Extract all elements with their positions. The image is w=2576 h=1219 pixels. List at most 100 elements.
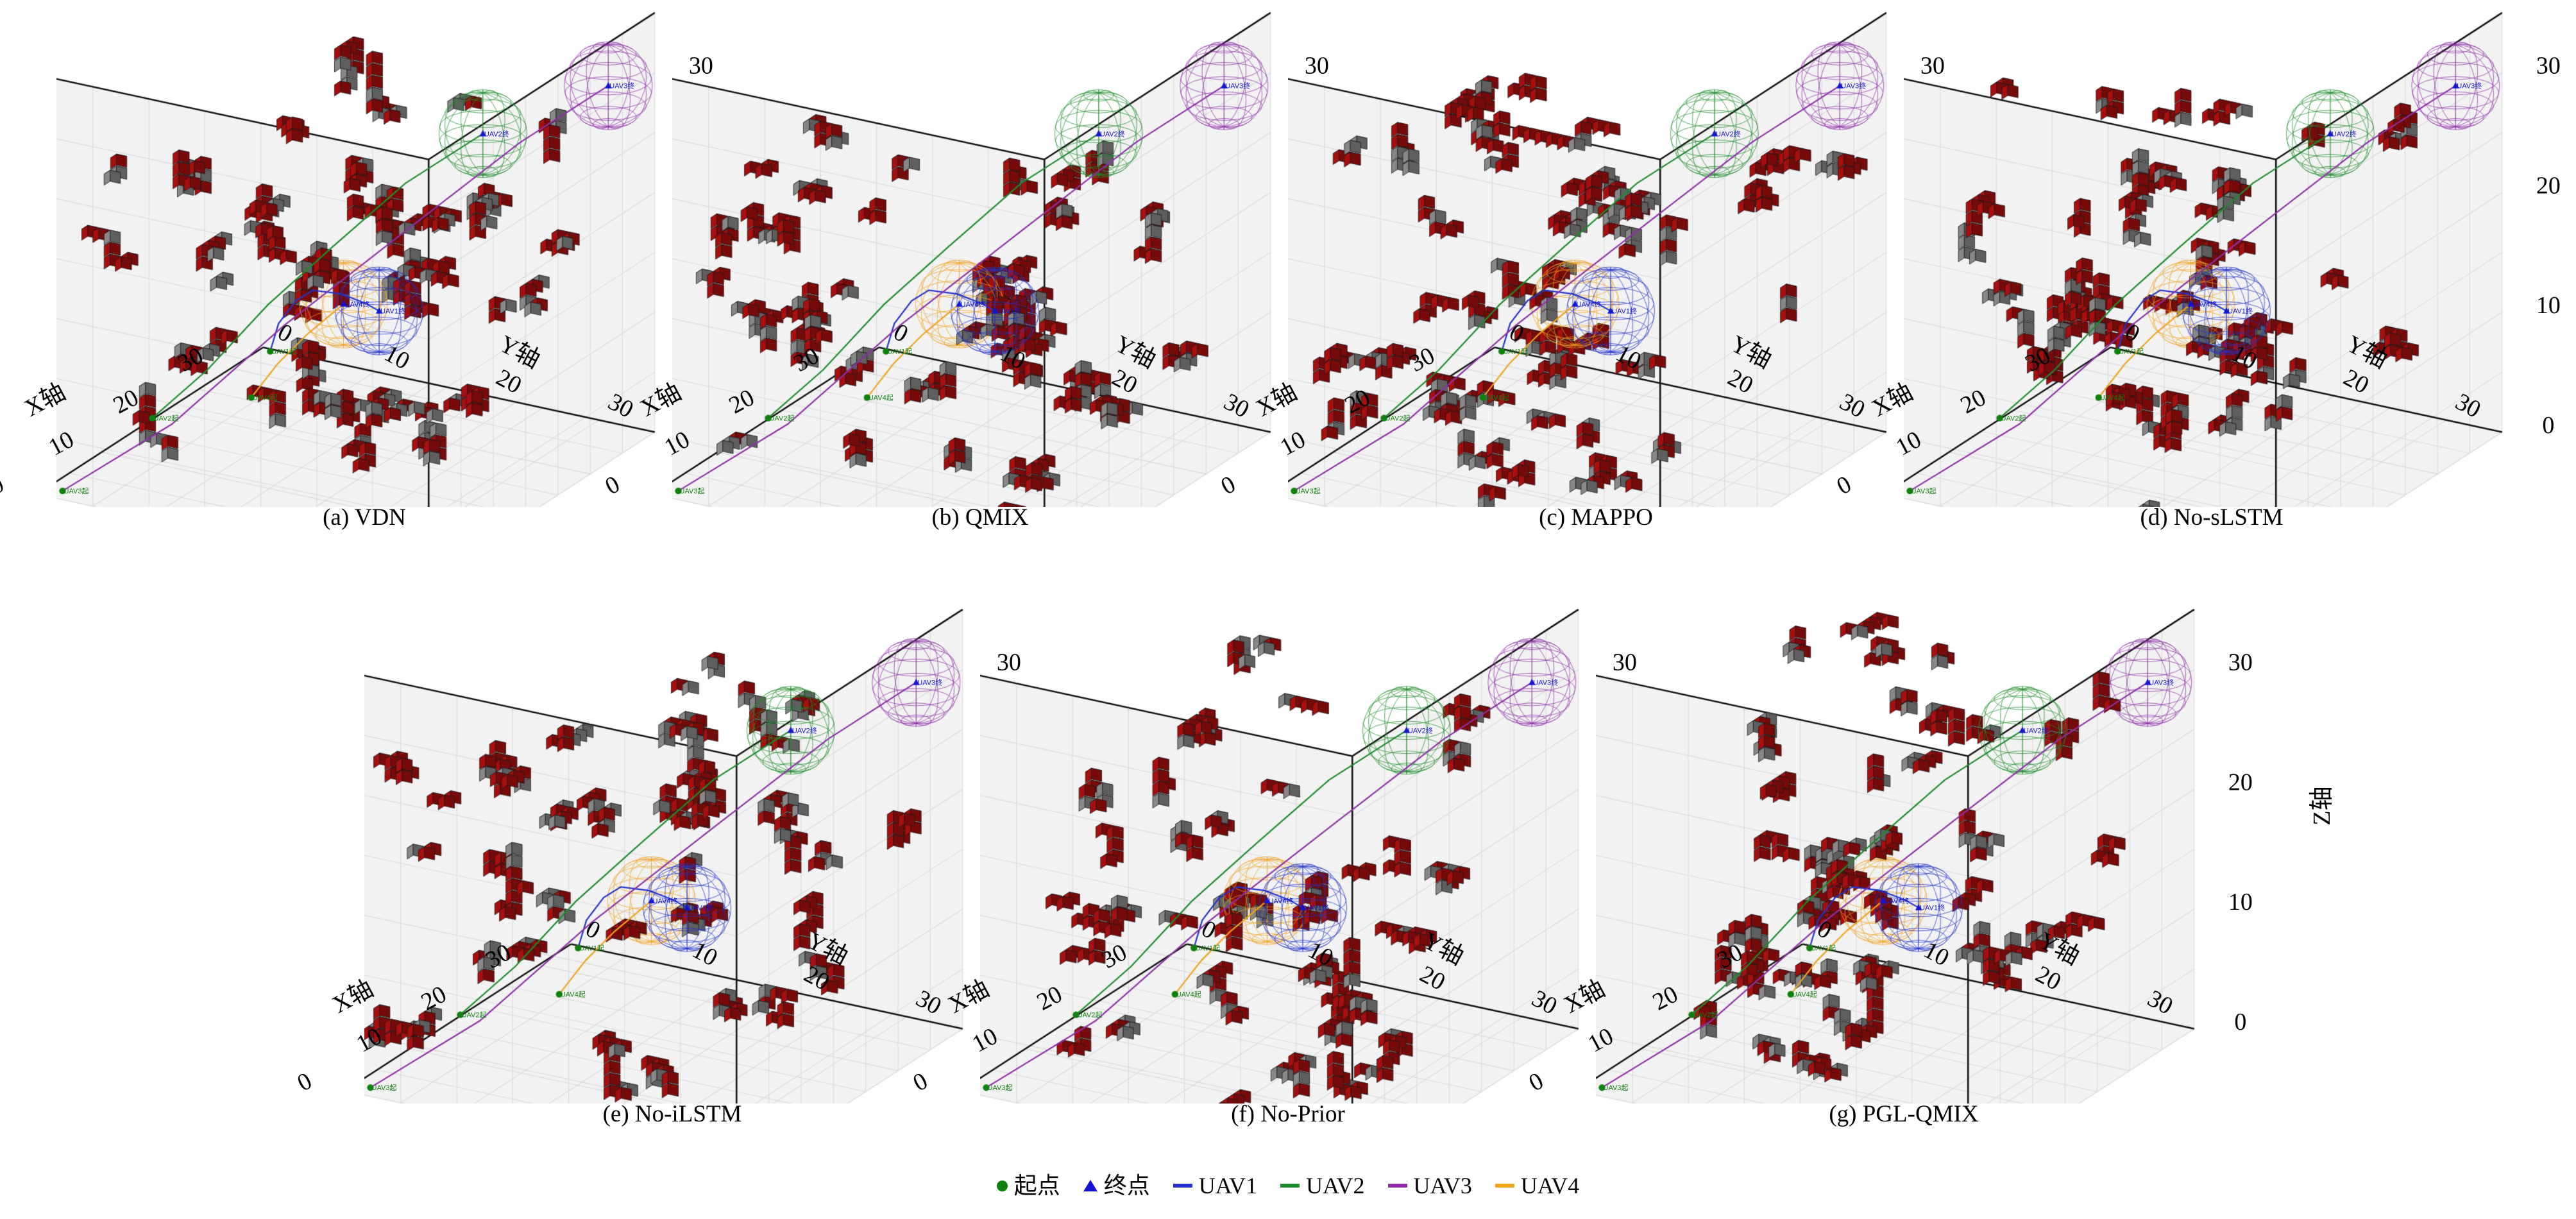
subplot-caption-d: (d) No-sLSTM <box>2140 504 2284 531</box>
subplot-g: 0 10 20 30 X轴 0 10 20 30 Y轴 0 10 20 30 Z轴 UAV1起 UAV1终 UAV… <box>1525 597 2335 1104</box>
legend-line-icon <box>1387 1184 1407 1188</box>
legend-item-start-point[interactable]: 起点 <box>996 1173 1060 1198</box>
plot-3d-e <box>364 597 980 1104</box>
plot-3d-b <box>672 0 1288 507</box>
uav-start-label-2: UAV2起 <box>2001 414 2026 423</box>
subplot-caption-c: (c) MAPPO <box>1539 504 1653 531</box>
uav-start-label-4: UAV4起 <box>1484 394 1509 402</box>
uav-end-label-3: UAV3终 <box>1841 82 1867 90</box>
subplot-b: 0102030X轴0102030Y轴0102030Z轴UAV1起UAV1终UAV… <box>601 0 1412 507</box>
uav-end-label-1: UAV1终 <box>1612 307 1638 316</box>
uav-start-label-1: UAV1起 <box>1503 348 1529 356</box>
uav-end-label-4: UAV4终 <box>1884 897 1910 905</box>
legend-label: UAV3 <box>1413 1173 1472 1198</box>
legend-label: 终点 <box>1103 1173 1150 1198</box>
uav-end-label-1: UAV1终 <box>380 307 406 316</box>
uav-start-label-3: UAV3起 <box>371 1084 397 1093</box>
uav-start-label-3: UAV3起 <box>679 488 705 496</box>
legend-triangle-icon <box>1083 1180 1097 1191</box>
uav-start-label-2: UAV2起 <box>769 414 795 423</box>
figure-legend: 起点 终点 UAV1 UAV2 UAV3 UAV4 <box>0 1174 2576 1197</box>
uav-start-label-4: UAV4起 <box>1792 991 1817 999</box>
uav-end-label-4: UAV4终 <box>2192 300 2217 309</box>
uav-start-label-1: UAV1起 <box>271 348 297 356</box>
legend-item-end-point[interactable]: 终点 <box>1083 1174 1150 1197</box>
uav-start-label-3: UAV3起 <box>1911 488 1936 496</box>
uav-end-label-3: UAV3终 <box>917 679 943 687</box>
uav-end-label-3: UAV3终 <box>1225 82 1251 90</box>
legend-item-uav2[interactable]: UAV2 <box>1280 1173 1365 1198</box>
subplot-caption-b: (b) QMIX <box>931 504 1029 531</box>
uav-end-label-4: UAV4终 <box>960 300 986 309</box>
uav-start-label-3: UAV3起 <box>1603 1084 1629 1093</box>
plot-3d-a <box>56 0 672 507</box>
uav-end-label-2: UAV2终 <box>1715 130 1741 139</box>
uav-start-label-4: UAV4起 <box>560 991 586 999</box>
legend-dot-icon <box>996 1180 1008 1191</box>
uav-start-label-2: UAV2起 <box>1077 1011 1103 1019</box>
uav-end-label-4: UAV4终 <box>1268 897 1294 905</box>
x-tick-0: 0 <box>292 1067 317 1097</box>
z-tick-30: 30 <box>2536 52 2561 80</box>
legend-label: UAV4 <box>1520 1173 1580 1198</box>
z-tick-20: 20 <box>2536 172 2561 200</box>
uav-end-label-3: UAV3终 <box>2149 679 2174 687</box>
legend-item-uav3[interactable]: UAV3 <box>1387 1173 1472 1198</box>
plot-3d-f <box>980 597 1596 1104</box>
uav-start-label-3: UAV3起 <box>987 1084 1013 1093</box>
uav-end-label-2: UAV2终 <box>1407 727 1433 735</box>
uav-end-label-1: UAV1终 <box>1304 904 1330 912</box>
legend-label: UAV2 <box>1306 1173 1365 1198</box>
uav-end-label-2: UAV2终 <box>2331 130 2357 139</box>
subplot-caption-a: (a) VDN <box>323 504 406 531</box>
legend-item-uav4[interactable]: UAV4 <box>1495 1174 1579 1197</box>
uav-start-label-2: UAV2起 <box>461 1011 487 1019</box>
subplot-caption-e: (e) No-iLSTM <box>602 1101 742 1127</box>
uav-end-label-1: UAV1终 <box>688 904 714 912</box>
subplot-c: 0102030X轴0102030Y轴0102030Z轴UAV1起UAV1终UAV… <box>1217 0 2028 507</box>
uav-start-label-4: UAV4起 <box>252 394 278 402</box>
z-tick-0: 0 <box>2542 411 2555 439</box>
uav-end-label-1: UAV1终 <box>2228 307 2253 316</box>
legend-item-uav1[interactable]: UAV1 <box>1173 1174 1257 1197</box>
uav-start-label-4: UAV4起 <box>2099 394 2125 402</box>
uav-start-label-1: UAV1起 <box>1195 944 1221 953</box>
z-tick-10: 10 <box>2228 889 2253 916</box>
legend-line-icon <box>1173 1184 1192 1188</box>
legend-line-icon <box>1495 1184 1514 1188</box>
plot-3d-d <box>1904 0 2520 507</box>
subplot-f: 0102030X轴0102030Y轴0102030Z轴UAV1起UAV1终UAV… <box>909 597 1720 1104</box>
uav-end-label-1: UAV1终 <box>1920 904 1945 912</box>
uav-start-label-2: UAV2起 <box>1693 1011 1718 1019</box>
z-tick-0: 0 <box>2234 1008 2247 1036</box>
legend-label: UAV1 <box>1198 1173 1258 1198</box>
uav-end-label-2: UAV2终 <box>2023 727 2049 735</box>
subplot-caption-g: (g) PGL-QMIX <box>1829 1101 1979 1127</box>
uav-end-label-2: UAV2终 <box>484 130 509 139</box>
legend-label: 起点 <box>1013 1173 1060 1198</box>
subplot-d: 0102030X轴0102030Y轴0102030Z轴UAV1起UAV1终UAV… <box>1833 0 2561 507</box>
uav-end-label-4: UAV4终 <box>652 897 678 905</box>
uav-start-label-3: UAV3起 <box>64 488 89 496</box>
uav-start-label-1: UAV1起 <box>887 348 913 356</box>
z-tick-20: 20 <box>2228 769 2253 796</box>
uav-end-label-1: UAV1终 <box>996 307 1022 316</box>
uav-start-label-2: UAV2起 <box>1385 414 1411 423</box>
uav-end-label-3: UAV3终 <box>609 82 635 90</box>
z-axis-label: Z轴 <box>2308 786 2335 826</box>
uav-end-label-3: UAV3终 <box>2457 82 2482 90</box>
uav-start-label-1: UAV1起 <box>2119 348 2144 356</box>
uav-start-label-1: UAV1起 <box>579 944 605 953</box>
uav-end-label-4: UAV4终 <box>344 300 370 309</box>
subplot-caption-f: (f) No-Prior <box>1231 1101 1345 1127</box>
plot-3d-c <box>1288 0 1904 507</box>
subplot-e: 0102030X轴0102030Y轴0102030Z轴UAV1起UAV1终UAV… <box>293 597 1104 1104</box>
subplot-a: 0102030X轴0102030Y轴0102030Z轴UAV1起UAV1终UAV… <box>0 0 796 507</box>
x-tick-0: 0 <box>0 470 9 500</box>
legend-line-icon <box>1280 1184 1300 1188</box>
z-tick-10: 10 <box>2536 292 2561 320</box>
uav-end-label-4: UAV4终 <box>1576 300 1602 309</box>
uav-end-label-2: UAV2终 <box>1099 130 1125 139</box>
uav-end-label-3: UAV3终 <box>1533 679 1559 687</box>
